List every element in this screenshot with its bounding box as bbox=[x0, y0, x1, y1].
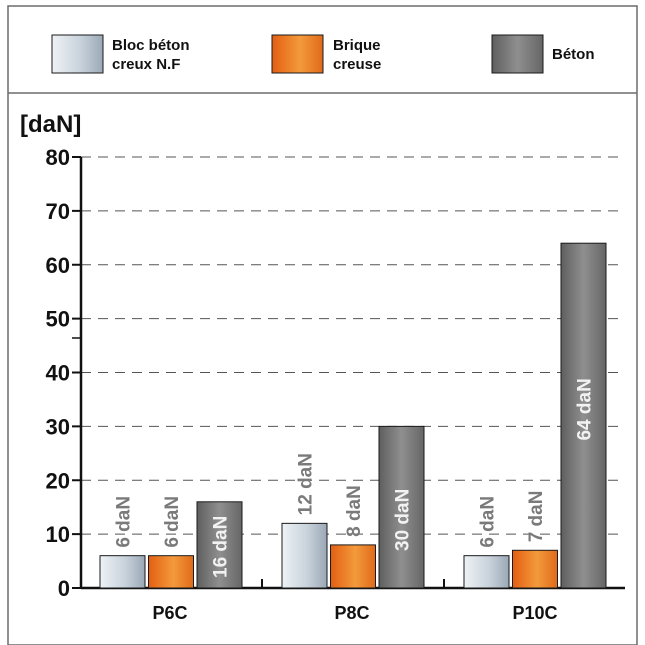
legend-label-line: creuse bbox=[333, 56, 381, 73]
legend-label: Brique creuse bbox=[333, 37, 381, 73]
bar-value-label: 6 daN bbox=[162, 496, 183, 548]
y-tick-label: 30 bbox=[46, 414, 70, 439]
bar bbox=[463, 555, 510, 589]
legend-label-line: creux N.F bbox=[112, 56, 180, 73]
bar bbox=[378, 425, 425, 589]
bar bbox=[330, 544, 376, 589]
y-tick-label: 20 bbox=[46, 468, 70, 493]
bar-value-label: 30 daN bbox=[393, 489, 414, 551]
y-tick-label: 60 bbox=[46, 253, 70, 278]
bar-value-label: 12 daN bbox=[296, 453, 317, 515]
y-tick-label: 40 bbox=[46, 361, 70, 386]
bars bbox=[99, 242, 607, 589]
legend-label-line: Béton bbox=[552, 46, 595, 63]
legend-item: Bloc béton creux N.F bbox=[51, 34, 190, 74]
bar-value-label: 8 daN bbox=[344, 485, 365, 537]
bar bbox=[148, 555, 194, 589]
bar-value-label: 6 daN bbox=[478, 496, 499, 548]
plot-area: Bloc béton creux N.F Brique creuse Béton [daN… bbox=[7, 5, 638, 645]
legend-swatch bbox=[51, 34, 104, 74]
bar bbox=[99, 555, 146, 589]
y-tick-label: 10 bbox=[46, 522, 70, 547]
x-tick-label: P10C bbox=[512, 603, 557, 623]
legend-item: Béton bbox=[491, 34, 595, 74]
legend-label-line: Brique bbox=[333, 37, 381, 54]
legend-swatch bbox=[271, 34, 324, 74]
legend-label-line: Bloc béton bbox=[112, 37, 190, 54]
legend: Bloc béton creux N.F Brique creuse Béton bbox=[51, 34, 595, 74]
bar-value-label: 6 daN bbox=[114, 496, 135, 548]
bar bbox=[560, 242, 607, 589]
legend-swatch bbox=[491, 34, 544, 74]
legend-label: Bloc béton creux N.F bbox=[112, 37, 190, 73]
legend-label: Béton bbox=[552, 46, 595, 63]
y-tick-label: 0 bbox=[58, 576, 70, 601]
bar-value-label: 7 daN bbox=[526, 491, 547, 543]
y-axis-label: [daN] bbox=[20, 111, 81, 138]
legend-item: Brique creuse bbox=[271, 34, 381, 74]
y-tick-label: 50 bbox=[46, 307, 70, 332]
bar bbox=[196, 501, 243, 589]
data-labels: 6 daN 6 daN 16 daN 12 daN 8 daN 30 daN 6 daN 7 … bbox=[114, 378, 596, 578]
bar-value-label: 16 daN bbox=[211, 516, 232, 578]
bar bbox=[281, 522, 328, 589]
y-tick-label: 80 bbox=[46, 145, 70, 170]
y-tick-label: 70 bbox=[46, 199, 70, 224]
x-tick-label: P8C bbox=[334, 603, 369, 623]
bar-value-label: 64 daN bbox=[575, 378, 596, 440]
bar bbox=[512, 549, 558, 589]
x-tick-label: P6C bbox=[152, 603, 187, 623]
